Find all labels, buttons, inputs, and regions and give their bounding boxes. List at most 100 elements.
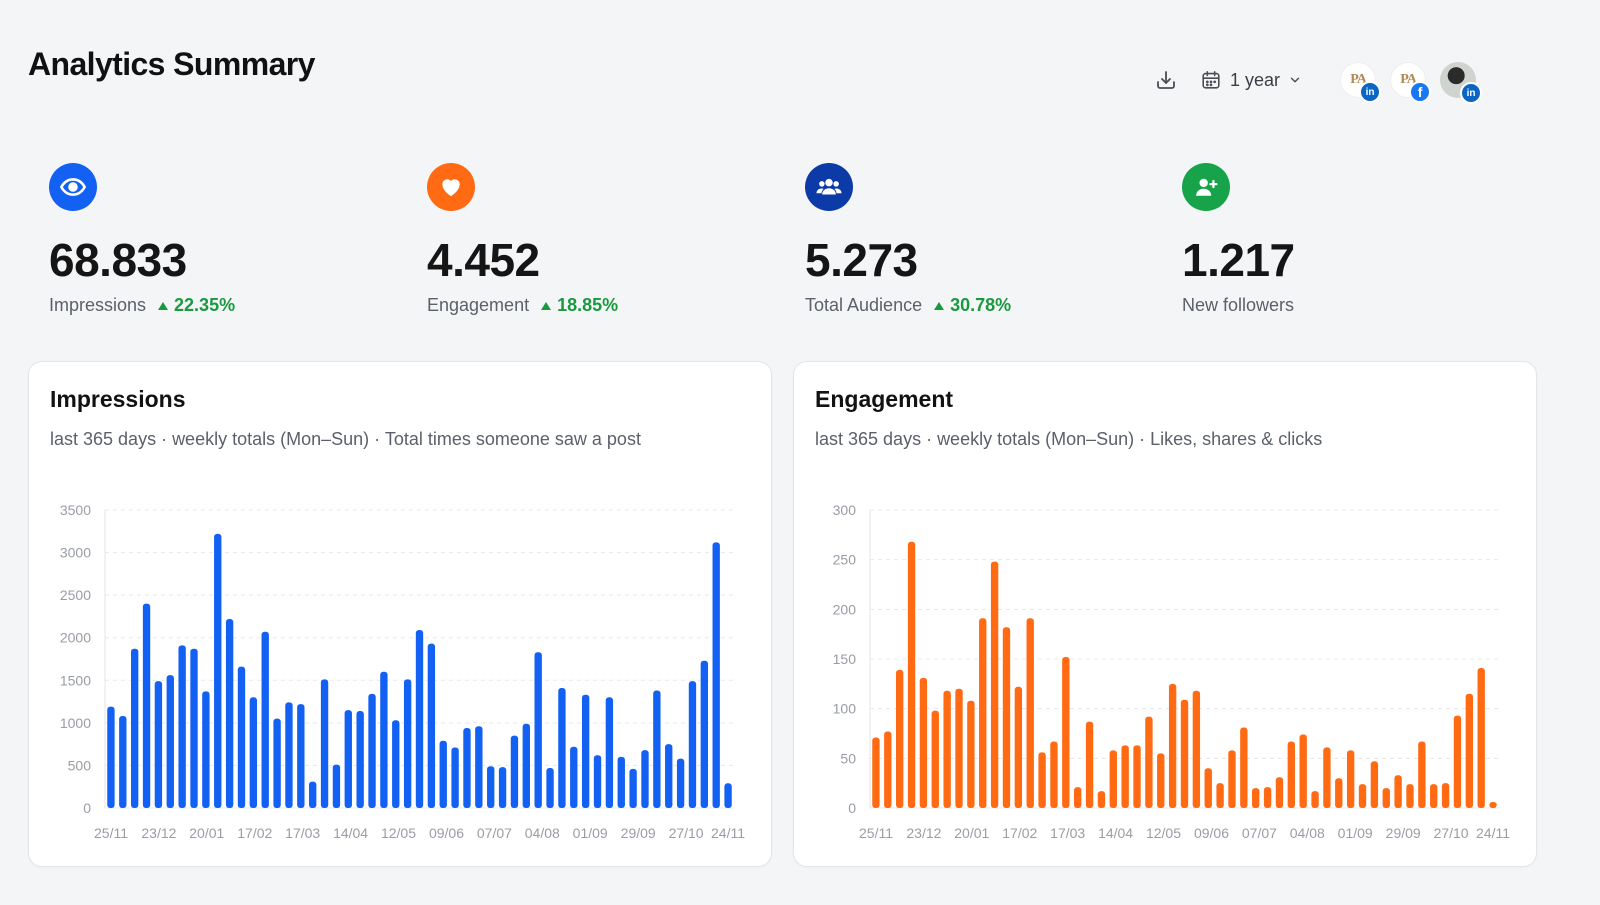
bar bbox=[225, 618, 234, 808]
bar bbox=[1311, 791, 1319, 808]
x-tick-label: 04/08 bbox=[1290, 825, 1325, 841]
stat-delta: 30.78% bbox=[934, 295, 1011, 316]
x-tick-label: 24/11 bbox=[1476, 825, 1510, 841]
bar bbox=[1252, 788, 1260, 808]
heart-icon bbox=[442, 179, 460, 197]
bar bbox=[1275, 777, 1284, 808]
engagement-chart-card: 0 50 100 150 200 250 300 25/11 23/12 20/01 17/02 17… bbox=[793, 361, 1537, 867]
x-tick-label: 27/10 bbox=[669, 825, 704, 841]
bar bbox=[415, 630, 424, 808]
x-tick-label: 01/09 bbox=[1338, 825, 1373, 841]
x-tick-label: 25/11 bbox=[94, 825, 128, 841]
x-tick-label: 07/07 bbox=[477, 825, 512, 841]
account-avatar-facebook-page[interactable]: PA f bbox=[1390, 62, 1432, 103]
y-tick-label: 500 bbox=[68, 757, 92, 773]
x-tick-label: 29/09 bbox=[621, 825, 656, 841]
x-tick-label: 29/09 bbox=[1386, 825, 1421, 841]
account-avatar-linkedin-profile[interactable]: in bbox=[1440, 62, 1483, 104]
account-avatar-linkedin-page[interactable]: PA in bbox=[1340, 62, 1382, 103]
bar bbox=[990, 561, 999, 808]
bar bbox=[688, 681, 697, 808]
stat-label: Total Audience bbox=[805, 295, 923, 315]
stat-total-audience: 5.273 Total Audience 30.78% bbox=[805, 163, 1125, 316]
x-tick-label: 27/10 bbox=[1434, 825, 1469, 841]
x-tick-label: 25/11 bbox=[859, 825, 893, 841]
stat-icon-wrapper bbox=[805, 163, 853, 211]
bar bbox=[332, 764, 341, 808]
bar bbox=[1335, 778, 1343, 808]
bar bbox=[1323, 747, 1331, 808]
x-tick-label: 20/01 bbox=[189, 825, 224, 841]
bar bbox=[724, 783, 732, 808]
bar bbox=[403, 679, 412, 808]
download-button[interactable] bbox=[1150, 64, 1182, 96]
x-tick-label: 12/05 bbox=[381, 825, 416, 841]
x-tick-label: 17/02 bbox=[237, 825, 272, 841]
stat-value: 68.833 bbox=[49, 234, 187, 286]
bar bbox=[1370, 761, 1379, 808]
account-avatars: PA in PA f in bbox=[1340, 62, 1490, 104]
bar bbox=[546, 767, 554, 808]
bar bbox=[979, 618, 987, 808]
stat-impressions: 68.833 Impressions 22.35% bbox=[49, 163, 369, 316]
bar bbox=[142, 603, 151, 808]
bar bbox=[1358, 784, 1367, 808]
x-tick-label: 09/06 bbox=[429, 825, 464, 841]
bar bbox=[166, 675, 174, 808]
bar bbox=[1346, 750, 1355, 808]
x-tick-label: 17/03 bbox=[1050, 825, 1085, 841]
bar bbox=[320, 679, 329, 808]
bar bbox=[154, 681, 163, 808]
stat-engagement: 4.452 Engagement 18.85% bbox=[427, 163, 747, 316]
bar bbox=[522, 723, 530, 808]
y-tick-label: 2000 bbox=[60, 630, 91, 646]
bar bbox=[581, 694, 590, 808]
bar bbox=[498, 767, 507, 808]
bar bbox=[237, 666, 246, 808]
y-tick-label: 200 bbox=[833, 601, 857, 617]
x-tick-label: 17/02 bbox=[1002, 825, 1037, 841]
bar bbox=[1418, 741, 1426, 808]
date-range-select[interactable]: 1 year bbox=[1200, 69, 1302, 91]
bar bbox=[273, 718, 281, 808]
bar bbox=[475, 726, 483, 808]
y-tick-label: 1000 bbox=[60, 715, 91, 731]
bar bbox=[1216, 783, 1224, 808]
bar bbox=[895, 669, 904, 808]
bar bbox=[617, 756, 625, 808]
x-tick-label: 17/03 bbox=[285, 825, 320, 841]
stat-label: Impressions bbox=[49, 295, 147, 315]
bar bbox=[593, 755, 602, 808]
bar bbox=[712, 542, 720, 808]
group-icon bbox=[816, 178, 842, 195]
bar bbox=[1382, 788, 1390, 808]
x-tick-label: 14/04 bbox=[333, 825, 368, 841]
card-subtitle: last 365 days · weekly totals (Mon–Sun) … bbox=[50, 429, 641, 449]
stat-icon-wrapper bbox=[1182, 163, 1230, 211]
bar bbox=[1430, 784, 1438, 808]
bar bbox=[344, 710, 352, 808]
bar bbox=[676, 758, 685, 808]
toolbar: 1 year PA in PA f in bbox=[1150, 62, 1490, 104]
bar bbox=[1263, 787, 1272, 808]
date-range-label: 1 year bbox=[1230, 69, 1281, 90]
bar bbox=[249, 697, 258, 808]
bar bbox=[665, 744, 673, 808]
y-tick-label: 3500 bbox=[60, 502, 91, 518]
linkedin-icon: in bbox=[1460, 82, 1483, 104]
y-tick-label: 1500 bbox=[60, 672, 91, 688]
bar bbox=[534, 652, 542, 808]
facebook-icon: f bbox=[1409, 81, 1432, 103]
bar bbox=[558, 687, 566, 808]
bar bbox=[356, 710, 364, 808]
bar bbox=[1240, 727, 1248, 808]
page-title: Analytics Summary bbox=[28, 46, 315, 82]
bar bbox=[1133, 745, 1141, 808]
bar bbox=[451, 747, 459, 808]
download-icon bbox=[1157, 71, 1175, 89]
bar bbox=[700, 660, 709, 808]
impressions-bar-chart: 0 500 1000 1500 2000 2500 3000 3500 25/11 23/12 20… bbox=[60, 502, 745, 841]
add-user-icon bbox=[1196, 178, 1218, 196]
bar bbox=[872, 737, 880, 808]
chevron-down-icon bbox=[1290, 77, 1300, 83]
